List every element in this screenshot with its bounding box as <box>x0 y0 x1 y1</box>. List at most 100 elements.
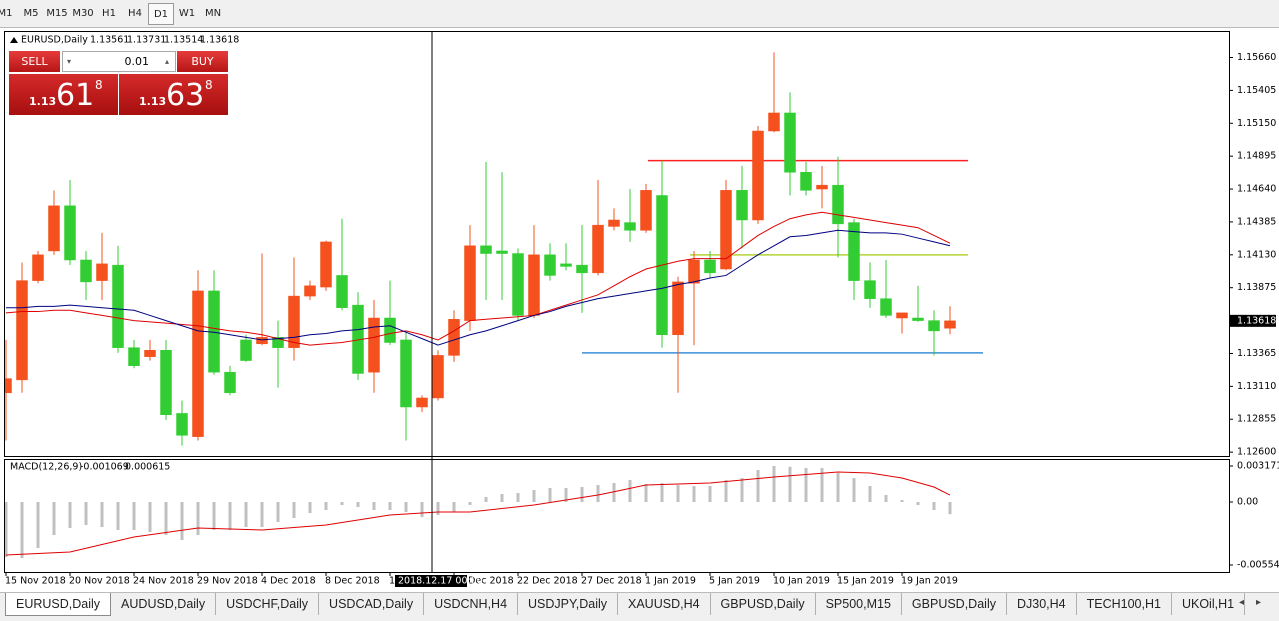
ask-box[interactable]: 1.13 63 8 <box>119 74 228 115</box>
macd-bar <box>884 495 888 503</box>
ask-pips: 63 <box>166 78 205 113</box>
lot-input[interactable]: ▾ 0.01 ▴ <box>62 51 176 72</box>
y-tick-label: 1.15660 <box>1237 52 1276 63</box>
macd-bar <box>788 466 792 503</box>
macd-bar <box>532 490 536 503</box>
macd-bar <box>52 502 56 536</box>
candle-body <box>64 205 76 261</box>
candle-body <box>592 224 604 274</box>
candle-body <box>464 245 476 321</box>
lot-down[interactable]: ▾ <box>67 57 72 66</box>
bid-box[interactable]: 1.13 61 8 <box>9 74 118 115</box>
ask-prefix: 1.13 <box>139 95 167 108</box>
y-tick-label: 1.14385 <box>1237 216 1276 227</box>
bid-prefix: 1.13 <box>29 95 57 108</box>
macd-bar <box>612 483 616 503</box>
candle-body <box>832 184 844 225</box>
x-tick-label: 29 Nov 2018 <box>197 576 258 587</box>
chart: 1.15660 1.15405 1.15150 1.14895 1.14640 1.143… <box>4 31 1279 587</box>
chart-tab[interactable]: GBPUSD,Daily <box>902 593 1007 615</box>
chart-tab[interactable]: UKOil,H1 <box>1172 593 1246 615</box>
candle-body <box>912 317 924 321</box>
chart-tab[interactable]: XAUUSD,H4 <box>618 593 711 615</box>
signal-value: 0.000615 <box>125 462 170 473</box>
buy-button[interactable]: BUY <box>177 51 228 72</box>
timeframe-button[interactable]: D1 <box>148 2 174 25</box>
candle-body <box>640 190 652 231</box>
candle-body <box>384 317 396 343</box>
macd-bar <box>564 488 568 503</box>
chart-tab[interactable]: AUDUSD,Daily <box>111 593 217 615</box>
chart-tab[interactable]: SP500,M15 <box>816 593 902 615</box>
timeframe-button[interactable]: M1 <box>0 7 13 19</box>
x-tick-label: 15 Jan 2019 <box>837 576 894 587</box>
candle-body <box>736 190 748 221</box>
candle-body <box>784 112 796 173</box>
timeframe-button[interactable]: W1 <box>178 7 196 19</box>
candle-body <box>304 285 316 297</box>
chart-tab[interactable]: DJ30,H4 <box>1007 593 1077 615</box>
one-click-trading: SELL ▾ 0.01 ▴ BUY 1.13 61 8 1.13 63 8 <box>9 51 228 115</box>
tab-scroll[interactable]: ◂▸ <box>1238 597 1273 608</box>
moving-average <box>5 211 951 346</box>
candle-body <box>816 184 828 190</box>
candle-body <box>368 317 380 373</box>
candle-body <box>944 320 956 329</box>
timeframe-button[interactable]: M5 <box>23 7 39 19</box>
chart-title: EURUSD,Daily <box>21 35 88 46</box>
candle-body <box>896 312 908 319</box>
y-tick-label: 1.15150 <box>1237 118 1276 129</box>
candle-body <box>112 264 124 348</box>
sell-button[interactable]: SELL <box>9 51 60 72</box>
candle-body <box>128 347 140 366</box>
candle-body <box>160 350 172 415</box>
timeframe-toolbar: M1 M5 M15 M30 H1 H4 D1 W1 MN <box>0 0 1279 28</box>
timeframe-button[interactable]: H4 <box>128 7 142 19</box>
chart-tab[interactable]: USDCAD,Daily <box>319 593 425 615</box>
macd-bar <box>20 502 24 559</box>
macd-bar <box>196 502 200 536</box>
x-tick-label: 4 Dec 2018 <box>261 576 316 587</box>
candle-body <box>5 378 12 394</box>
candle-body <box>80 259 92 283</box>
macd-bar <box>5 502 8 558</box>
macd-bar <box>676 485 680 503</box>
chart-tab[interactable]: GBPUSD,Daily <box>711 593 816 615</box>
candle-body <box>400 339 412 408</box>
timeframe-button[interactable]: H1 <box>102 7 116 19</box>
y-tick-label: 1.15405 <box>1237 85 1276 96</box>
chart-tab[interactable]: EURUSD,Daily <box>5 593 112 616</box>
macd-bar <box>756 470 760 503</box>
macd-bar <box>340 502 344 506</box>
current-price-box <box>1230 314 1276 327</box>
macd-bar <box>820 468 824 503</box>
candle-body <box>800 172 812 191</box>
lot-up[interactable]: ▴ <box>164 57 169 66</box>
timeframe-button[interactable]: MN <box>204 7 222 19</box>
x-tick-label: 19 Jan 2019 <box>901 576 958 587</box>
signal-line <box>5 471 951 556</box>
x-tick-label: 15 Nov 2018 <box>5 576 66 587</box>
chart-tab[interactable]: TECH100,H1 <box>1077 593 1172 615</box>
macd-bar <box>244 502 248 528</box>
ohlc-high: 1.13731 <box>127 35 166 46</box>
macd-bar <box>836 473 840 503</box>
candle-body <box>32 254 44 281</box>
x-tick-label: 8 Dec 2018 <box>325 576 380 587</box>
candle-body <box>448 319 460 356</box>
chart-tab[interactable]: USDCNH,H4 <box>424 593 519 615</box>
chart-tab[interactable]: USDCHF,Daily <box>216 593 320 615</box>
macd-bar <box>548 488 552 503</box>
candle-body <box>240 339 252 361</box>
candle-body <box>320 241 332 288</box>
candle-body <box>288 295 300 348</box>
timeframe-button[interactable]: M15 <box>46 7 68 19</box>
y-tick-label: 1.12855 <box>1237 414 1276 425</box>
x-tick-label: 5 Jan 2019 <box>709 576 760 587</box>
chart-tab[interactable]: USDJPY,Daily <box>518 593 618 615</box>
candle-body <box>224 371 236 394</box>
timeframe-button[interactable]: M30 <box>72 7 94 19</box>
axes: 1.15660 1.15405 1.15150 1.14895 1.14640 1.143… <box>5 31 1279 587</box>
ohlc-open: 1.13561 <box>90 35 129 46</box>
